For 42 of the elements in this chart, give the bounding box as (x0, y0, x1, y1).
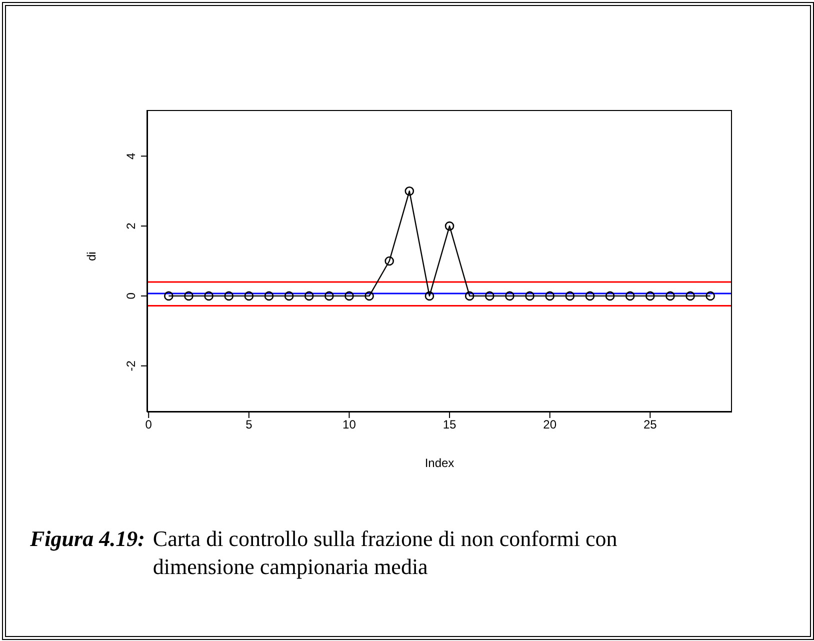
point (565, 291, 575, 301)
text: Carta di controllo sulla frazione di non conformi con dimensione campionaria media (152, 525, 618, 581)
point (585, 291, 595, 301)
point (304, 291, 314, 301)
x-tick-label: 5 (246, 418, 253, 432)
point (464, 291, 474, 301)
y-axis-title: di (84, 252, 98, 261)
point (204, 291, 214, 301)
x-tick-label: 20 (543, 418, 557, 432)
y-tick-label: -2 (124, 360, 138, 372)
point (224, 291, 234, 301)
point (404, 186, 414, 196)
point (666, 291, 675, 301)
point (324, 291, 334, 301)
text: Figura 4.19: (30, 525, 145, 553)
point (184, 291, 194, 301)
point (164, 291, 174, 301)
point (384, 256, 394, 266)
point (284, 291, 294, 301)
point (444, 221, 454, 231)
y-tick-label: 2 (124, 222, 138, 230)
point (244, 291, 254, 301)
x-tick-label: 0 (145, 418, 152, 432)
y-tick-label: 4 (124, 152, 138, 160)
x-axis-title: Index (424, 456, 454, 470)
point (424, 291, 434, 301)
point (545, 291, 554, 301)
point (605, 291, 615, 301)
point (525, 291, 534, 301)
point (264, 291, 274, 301)
point (364, 291, 374, 301)
point (686, 291, 695, 301)
y-tick-label: 0 (124, 292, 138, 300)
x-tick-label: 15 (442, 418, 457, 432)
point (706, 291, 715, 301)
x-tick-label: 10 (342, 418, 356, 432)
point (646, 291, 655, 301)
point (344, 291, 354, 301)
x-tick-label: 25 (643, 418, 658, 432)
point (505, 291, 514, 301)
point (485, 291, 494, 301)
point (625, 291, 635, 301)
